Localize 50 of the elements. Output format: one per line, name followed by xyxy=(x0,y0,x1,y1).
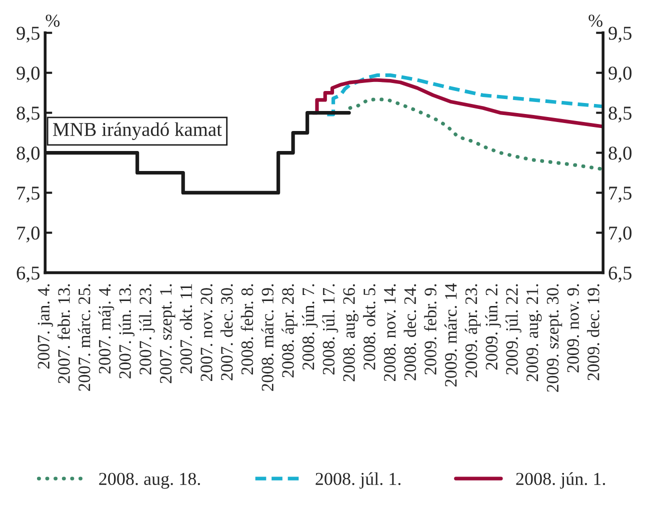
annotation: MNB irányadó kamat xyxy=(52,122,222,140)
y2-tick-label: 7,0 xyxy=(609,226,632,242)
x-tick-label: 2008. okt. 5. xyxy=(363,284,376,370)
x-tick-label: 2009. nov. 9. xyxy=(567,284,579,372)
y2-tick-label: 8,5 xyxy=(608,106,632,123)
y2-axis-title: % xyxy=(588,14,602,27)
x-tick-label: 2007. febr. 13. xyxy=(57,284,70,384)
x-tick-label: 2007. okt. 11 xyxy=(180,284,192,374)
x-tick-label: 2007. jún. 13. xyxy=(118,284,134,378)
x-tick-label: 2007. jan. 4. xyxy=(38,284,54,369)
legend-label: 2008. jún. 1. xyxy=(516,472,606,489)
y-tick-label: 8,0 xyxy=(16,146,40,162)
x-tick-label: 2008. júl. 17. xyxy=(322,284,338,374)
y-tick-label: 8,5 xyxy=(16,106,40,123)
x-tick-label: 2008. jún. 7. xyxy=(302,284,318,370)
legend-label: 2008. aug. 18. xyxy=(99,472,200,489)
y-tick-label: 7,5 xyxy=(17,186,40,202)
y-tick-label: 7,0 xyxy=(17,226,40,242)
x-tick-label: 2008. dec. 24. xyxy=(404,284,416,380)
x-tick-label: 2009. márc. 14 xyxy=(444,283,457,386)
y-tick-label: 9,0 xyxy=(16,66,40,83)
y2-tick-label: 9,0 xyxy=(608,66,632,83)
x-tick-label: 2007. dec. 30. xyxy=(220,284,233,380)
y2-tick-label: 9,5 xyxy=(608,26,632,43)
x-tick-label: 2007. márc. 25. xyxy=(78,284,90,391)
legend-label: 2008. júl. 1. xyxy=(316,472,400,489)
x-tick-label: 2009. júl. 22. xyxy=(506,284,522,374)
line-series xyxy=(348,97,602,171)
y2-tick-label: 6,5 xyxy=(608,266,632,282)
x-tick-label: 2008. márc. 19. xyxy=(261,284,274,391)
x-tick-label: 2008. febr. 8. xyxy=(240,284,254,374)
y-axis-title: % xyxy=(46,14,60,27)
x-tick-label: 2009. jún. 2. xyxy=(485,284,502,370)
x-tick-label: 2009. szept. 30. xyxy=(546,284,562,392)
y-tick-label: 9,5 xyxy=(16,26,40,43)
x-tick-label: 2007. máj. 4. xyxy=(98,284,114,374)
x-tick-label: 2007. júl. 23. xyxy=(139,284,155,374)
x-tick-label: 2007. szept. 1. xyxy=(160,284,176,384)
x-tick-label: 2008. nov. 14. xyxy=(384,284,396,382)
y-tick-label: 6,5 xyxy=(16,266,40,282)
x-tick-label: 2008. aug. 26. xyxy=(343,284,358,382)
x-tick-label: 2007. nov. 20. xyxy=(200,284,212,382)
x-tick-label: 2009. ápr. 23. xyxy=(464,284,481,378)
line-series xyxy=(325,73,604,116)
x-tick-label: 2009. aug. 21. xyxy=(526,284,542,382)
x-tick-label: 2009. dec. 19. xyxy=(587,284,600,380)
y2-tick-label: 8,0 xyxy=(608,146,632,162)
x-tick-label: 2008. ápr. 28. xyxy=(282,284,298,378)
x-tick-label: 2009. febr. 9. xyxy=(424,284,436,374)
y2-tick-label: 7,5 xyxy=(609,186,632,202)
